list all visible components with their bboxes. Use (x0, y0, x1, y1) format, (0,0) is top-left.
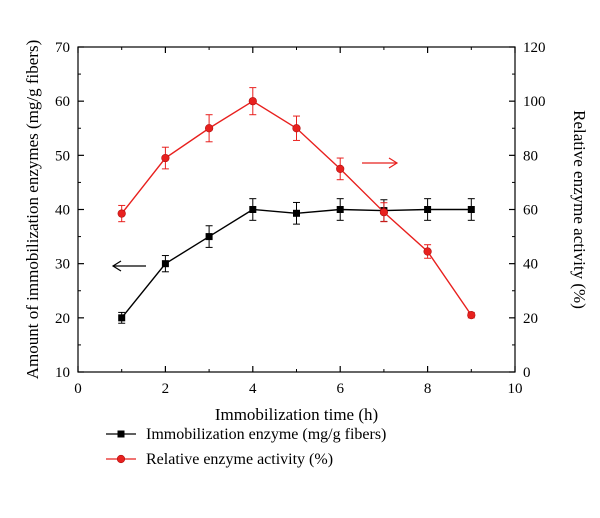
x-tick-label: 8 (424, 381, 432, 397)
legend: Immobilization enzyme (mg/g fibers) Relat… (106, 426, 386, 468)
x-tick-label: 0 (74, 381, 82, 397)
y-right-tick-label: 100 (523, 94, 546, 110)
data-point-circle (467, 311, 476, 320)
y-left-tick-label: 20 (55, 311, 70, 327)
data-point-square (249, 206, 257, 213)
data-point-square (118, 314, 126, 322)
right-axis-arrowhead-icon (388, 157, 399, 169)
data-point-circle (205, 124, 214, 133)
y-right-tick-label: 120 (523, 40, 546, 56)
y-left-tick-label: 60 (55, 94, 70, 110)
legend-label: Immobilization enzyme (mg/g fibers) (146, 426, 386, 443)
data-point-square (336, 206, 344, 213)
data-point-circle (161, 153, 170, 163)
data-point-circle (336, 164, 345, 173)
y-right-axis-title: Relative enzyme activity (%) (570, 110, 589, 309)
data-point-circle (423, 247, 432, 256)
data-point-square (293, 209, 300, 217)
y-left-tick-label: 40 (55, 203, 70, 219)
legend-label: Relative enzyme activity (%) (146, 451, 333, 468)
legend-marker-square (117, 430, 125, 438)
x-tick-label: 4 (249, 381, 257, 397)
y-right-tick-label: 0 (523, 365, 531, 381)
x-tick-label: 2 (162, 381, 170, 397)
y-left-tick-label: 10 (55, 365, 70, 381)
data-point-circle (117, 209, 126, 218)
data-point-square (161, 260, 169, 268)
legend-marker-circle (116, 454, 126, 464)
data-point-circle (248, 97, 257, 106)
data-point-square (467, 206, 475, 213)
y-right-tick-label: 60 (523, 203, 538, 219)
data-point-square (424, 206, 432, 213)
left-axis-arrowhead-icon (111, 260, 122, 272)
y-left-axis-title: Amount of immobilization enzymes (mg/g f… (23, 40, 42, 379)
data-point-circle (379, 208, 389, 217)
data-point-square (205, 233, 213, 241)
y-left-tick-label: 70 (55, 40, 70, 56)
plot-area (111, 87, 476, 324)
x-tick-label: 6 (336, 381, 344, 397)
data-point-circle (292, 124, 301, 133)
series-line-1 (121, 208, 472, 319)
x-axis-title: Immobilization time (h) (215, 405, 378, 424)
y-left-tick-label: 30 (55, 257, 70, 273)
y-left-tick-label: 50 (55, 148, 70, 164)
y-right-tick-label: 20 (523, 311, 538, 327)
x-tick-label: 10 (508, 381, 523, 397)
axes: 0 2 4 6 8 10 10 20 30 40 50 60 70 0 20 40 60 80 100 120 Immo… (23, 40, 589, 424)
y-right-tick-label: 40 (523, 257, 538, 273)
y-right-tick-label: 80 (523, 148, 538, 164)
